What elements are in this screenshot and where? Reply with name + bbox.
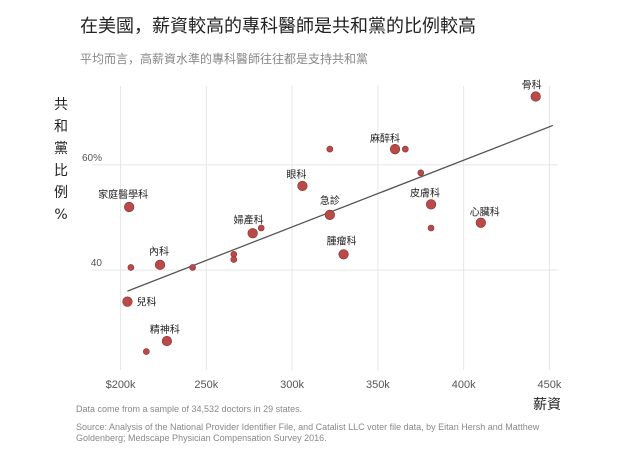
grid-lines: [92, 86, 558, 370]
data-point: [475, 217, 486, 228]
x-tick-label: $200k: [106, 379, 136, 391]
footnote: Data come from a sample of 34,532 doctor…: [76, 404, 303, 414]
data-point: [247, 228, 258, 239]
point-label: 骨科: [522, 79, 542, 92]
y-axis-label-char: 共: [54, 97, 68, 113]
data-point-small: [427, 224, 435, 232]
x-tick-label: 300k: [280, 379, 304, 391]
data-point-small: [189, 264, 196, 271]
source-note: Source: Analysis of the National Provide…: [76, 422, 540, 443]
point-label: 兒科: [136, 296, 156, 309]
data-point: [124, 201, 135, 213]
data-point: [297, 180, 308, 192]
point-label: 急診: [320, 194, 340, 207]
trend-line-group: [127, 124, 554, 292]
data-point-small: [326, 145, 334, 153]
point-label: 婦產科: [234, 213, 264, 226]
data-point-small: [127, 264, 135, 271]
point-label: 腫瘤科: [327, 234, 357, 247]
data-point: [338, 249, 349, 260]
y-tick-label: 40: [91, 258, 103, 269]
x-tick-label: 250k: [194, 379, 218, 391]
data-point-small: [230, 256, 238, 263]
point-label: 皮膚科: [410, 186, 440, 199]
y-axis-label-char: 例: [54, 185, 68, 201]
y-axis-label-char: 比: [54, 163, 68, 179]
data-point: [389, 144, 401, 155]
data-point: [425, 199, 437, 210]
x-tick-label: 450k: [537, 379, 561, 391]
point-label: 內科: [149, 245, 169, 258]
chart-title: 在美國，薪資較高的專科醫師是共和黨的比例較高: [80, 16, 476, 37]
data-points: [122, 91, 541, 355]
data-point: [122, 296, 133, 307]
x-tick-label: 400k: [452, 379, 476, 391]
point-label: 心臟科: [470, 206, 500, 219]
y-axis-label-char: 黨: [54, 141, 68, 157]
data-point-small: [402, 145, 409, 153]
x-axis-ticks: $200k 250k 300k 350k 400k 450k: [106, 379, 562, 391]
data-point-small: [257, 224, 265, 232]
y-axis-label-char: 和: [54, 119, 68, 135]
x-axis-label: 薪資: [533, 397, 561, 413]
data-point: [530, 91, 541, 102]
data-point: [324, 209, 335, 220]
y-axis-label: 共和黨比例%: [50, 94, 72, 226]
point-label: 精神科: [150, 323, 180, 336]
data-point-small: [143, 348, 150, 355]
trend-line: [127, 124, 554, 292]
data-point-small: [417, 169, 425, 177]
point-label: 家庭醫學科: [98, 188, 148, 201]
x-tick-label: 350k: [366, 379, 390, 391]
chart-subtitle: 平均而言，高薪資水準的專科醫師往往都是支持共和黨: [80, 52, 369, 66]
point-label: 眼科: [286, 168, 306, 181]
y-axis-label-char: %: [54, 207, 68, 223]
data-point: [161, 335, 172, 347]
y-axis-ticks: 40 60%: [82, 153, 102, 269]
y-tick-label: 60%: [82, 153, 102, 164]
data-point: [154, 259, 166, 270]
point-label: 麻醉科: [370, 132, 400, 145]
